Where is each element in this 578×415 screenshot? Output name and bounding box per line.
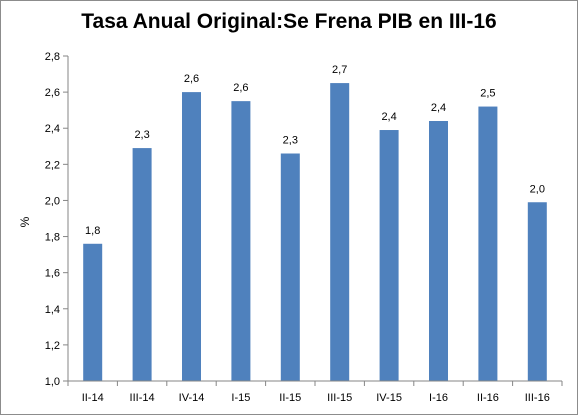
data-label: 2,6 [233, 82, 248, 94]
x-tick-label: IV-14 [179, 392, 205, 404]
x-tick-label: III-14 [130, 392, 155, 404]
x-axis-ticks: II-14 III-14 IV-14 I-15 II-15 III-15 IV-15 I-16… [67, 381, 563, 404]
bar [231, 101, 251, 381]
bar [429, 121, 448, 381]
x-tick-label: III-15 [327, 392, 352, 404]
data-label: 2,4 [381, 111, 396, 123]
y-axis-label: % [18, 216, 32, 227]
data-label: 2,3 [283, 135, 298, 147]
data-label: 1,8 [85, 225, 100, 237]
bars: 1,8 2,3 2,6 2,6 2,3 2,7 2,4 2,4 2,5 2,0 [83, 64, 547, 382]
x-tick-label: II-16 [477, 392, 499, 404]
bar [527, 202, 547, 381]
bar [330, 83, 350, 381]
data-label: 2,6 [184, 73, 199, 85]
x-tick-label: II-15 [279, 392, 301, 404]
bar [182, 92, 201, 381]
x-tick-label: IV-15 [376, 392, 402, 404]
data-label: 2,7 [332, 64, 347, 76]
y-tick-label: 1,8 [45, 232, 60, 244]
y-tick-label: 1,6 [45, 268, 60, 280]
y-tick-label: 1,0 [45, 376, 60, 388]
bar [478, 106, 498, 382]
y-tick-label: 1,2 [45, 340, 60, 352]
data-label: 2,3 [134, 129, 149, 141]
x-tick-label: III-16 [525, 392, 550, 404]
data-label: 2,0 [530, 183, 545, 195]
data-label: 2,5 [480, 88, 495, 100]
data-label: 2,4 [431, 102, 446, 114]
y-tick-label: 1,4 [45, 304, 60, 316]
x-tick-label: I-16 [429, 392, 448, 404]
y-axis-ticks: 1,0 1,2 1,4 1,6 1,8 2,0 2,2 2,4 2,6 2,8 [45, 51, 68, 388]
bar [132, 148, 152, 381]
chart-title: Tasa Anual Original:Se Frena PIB en III-… [81, 10, 497, 33]
bar [379, 130, 399, 381]
y-tick-label: 2,0 [45, 195, 60, 207]
x-tick-label: II-14 [82, 392, 104, 404]
y-tick-label: 2,6 [45, 87, 60, 99]
y-tick-label: 2,8 [45, 51, 60, 63]
y-tick-label: 2,2 [45, 159, 60, 171]
bar [83, 243, 103, 381]
bar [280, 153, 300, 381]
y-tick-label: 2,4 [45, 123, 60, 135]
x-tick-label: I-15 [231, 392, 250, 404]
